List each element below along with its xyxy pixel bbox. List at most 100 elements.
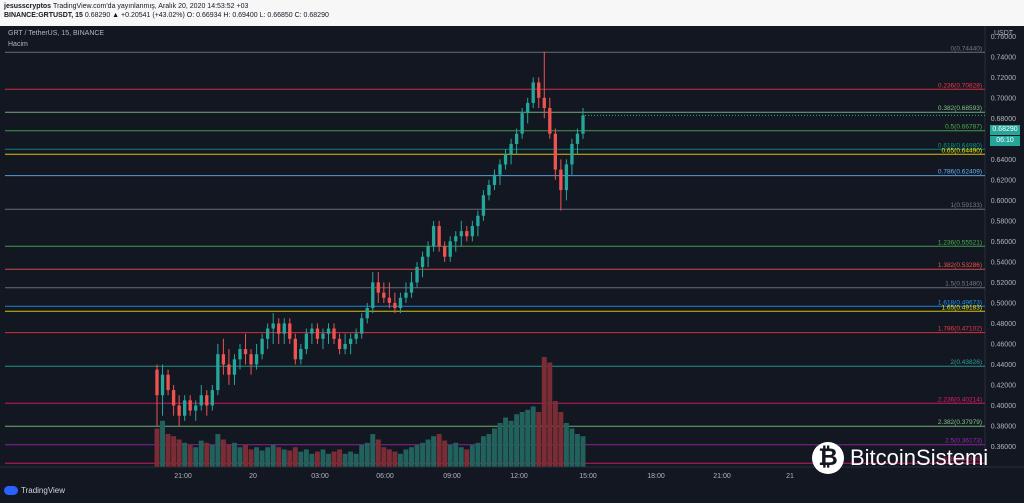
chart-title: GRT / TetherUS, 15, BINANCE (8, 30, 105, 37)
y-tick-label: 0.44000 (991, 362, 1016, 369)
volume-bar (508, 420, 514, 467)
volume-bar (314, 451, 320, 467)
candle-body (570, 143, 574, 165)
volume-bar (453, 442, 459, 467)
volume-bar (492, 428, 497, 467)
ohlc-readout: 0.68290 ▲ +0.20541 (+43.02%) O: 0.66934 … (84, 12, 329, 19)
current-price-badge: 0.68290 (990, 125, 1020, 135)
volume-bar (503, 417, 509, 467)
x-tick-label: 18:00 (647, 473, 665, 480)
volume-bar (237, 447, 243, 467)
fib-level-label: 1(0.59133) (951, 202, 982, 209)
x-tick-label: 21 (786, 473, 794, 480)
candle-body (365, 308, 369, 319)
candle-body (514, 133, 519, 144)
published-date: TradingView.com'da yayınlanmış, Aralık 2… (53, 3, 249, 10)
candle-body (232, 359, 237, 375)
volume-bar (569, 428, 575, 467)
volume-bar (287, 450, 293, 467)
volume-bar (309, 453, 315, 467)
fib-level-label: 0.618(0.64980) (938, 142, 982, 149)
fib-level-label: 0.65(0.64490) (942, 147, 982, 154)
volume-bar (254, 447, 260, 467)
header-line-1: jesusscryptos TradingView.com'da yayınla… (4, 2, 1020, 11)
candle-body (553, 133, 557, 170)
candle-body (243, 349, 248, 355)
candle-body (526, 102, 530, 114)
username[interactable]: jesusscryptos (4, 3, 52, 10)
fib-level-label: 0.5(0.66787) (945, 124, 982, 131)
candle-body (398, 297, 403, 309)
x-tick-label: 06:00 (376, 473, 394, 480)
volume-bar (514, 414, 520, 467)
y-tick-label: 0.54000 (991, 259, 1016, 266)
volume-bar (392, 451, 398, 467)
y-tick-label: 0.62000 (991, 177, 1016, 184)
fib-level-label: 0.236(0.70828) (938, 82, 982, 89)
candle-body (166, 374, 170, 391)
candle-body (404, 292, 408, 298)
x-tick-label: 21:00 (713, 473, 731, 480)
volume-bar (176, 439, 182, 467)
fib-level-label: 1.382(0.53286) (938, 262, 982, 269)
volume-bar (243, 445, 248, 467)
volume-bar (320, 449, 326, 467)
candle-body (210, 390, 214, 406)
candle-body (420, 256, 425, 268)
y-tick-label: 0.38000 (991, 423, 1016, 430)
volume-bar (226, 445, 232, 467)
candle-body (548, 108, 552, 134)
volume-bar (414, 445, 420, 467)
volume-bar (231, 442, 237, 467)
candle-body (249, 354, 253, 365)
volume-bar (182, 442, 188, 467)
candle-body (376, 282, 380, 293)
candle-body (199, 395, 203, 406)
y-tick-label: 0.72000 (991, 75, 1016, 82)
candle-body (315, 328, 320, 339)
volume-bar (547, 362, 553, 467)
volume-bar (442, 440, 448, 467)
fib-level-label: 2.618(0.34366) (938, 456, 982, 463)
x-tick-label: 20 (249, 473, 257, 480)
volume-bar (403, 449, 409, 467)
candle-body (227, 364, 231, 375)
y-tick-label: 0.48000 (991, 321, 1016, 328)
candle-body (194, 405, 198, 411)
volume-bar (370, 434, 376, 467)
volume-bar (530, 406, 536, 467)
tradingview-label: TradingView (21, 486, 66, 495)
fib-level-label: 1.786(0.47102) (938, 326, 982, 333)
candle-body (310, 328, 314, 334)
volume-bar (497, 423, 503, 467)
volume-bar (541, 357, 547, 467)
volume-bar (458, 447, 464, 467)
candle-body (575, 133, 580, 144)
volume-bar (337, 449, 343, 467)
candle-body (271, 323, 275, 329)
volume-bar (171, 436, 177, 467)
candle-body (288, 323, 292, 339)
candle-body (337, 338, 342, 350)
volume-bar (580, 436, 586, 467)
tradingview-logo[interactable]: TradingView (4, 486, 65, 495)
candle-body (431, 225, 436, 247)
y-tick-label: 0.56000 (991, 239, 1016, 246)
volume-bar (154, 428, 160, 467)
candle-body (382, 292, 386, 298)
volume-bar (303, 449, 309, 467)
candle-body (188, 400, 192, 411)
candle-body (171, 390, 176, 406)
candle-body (221, 354, 226, 365)
candle-body (360, 318, 364, 334)
candle-body (559, 169, 563, 191)
volume-bar (436, 434, 442, 467)
volume-bar (281, 449, 287, 467)
candle-body (465, 231, 469, 237)
candle-body (509, 143, 513, 155)
volume-bar (575, 434, 580, 467)
volume-bar (259, 450, 265, 467)
candle-body (542, 97, 546, 109)
volume-bar (519, 412, 525, 467)
